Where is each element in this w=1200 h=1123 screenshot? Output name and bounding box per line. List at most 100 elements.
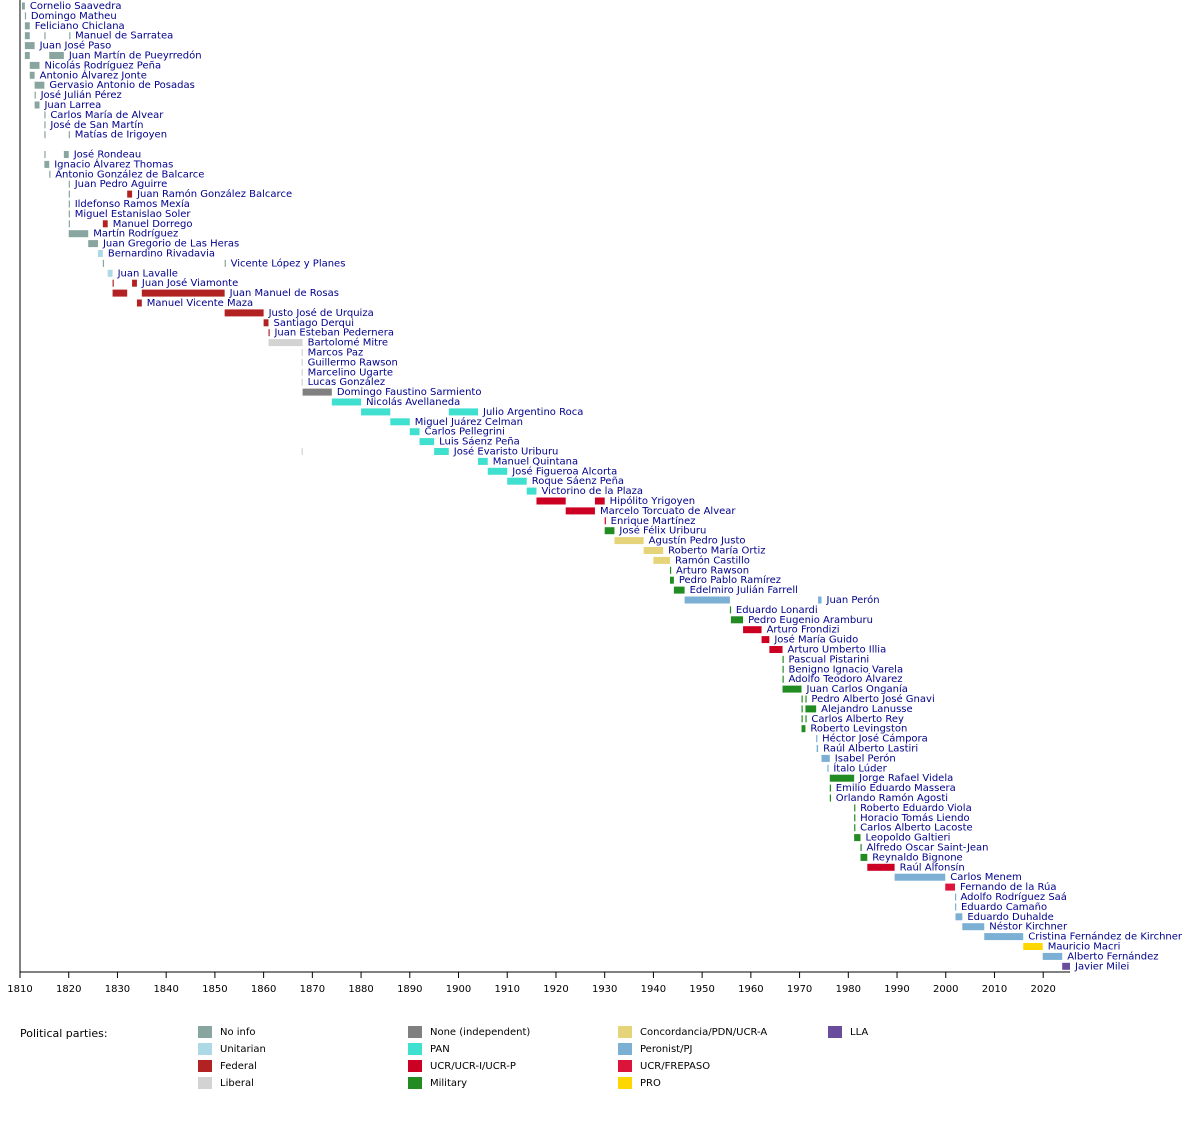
term-bar — [448, 408, 479, 416]
term-bar — [44, 160, 50, 168]
term-bar — [301, 349, 303, 356]
term-bar — [818, 596, 822, 604]
head-of-state-label: Benigno Ignacio Varela — [789, 664, 904, 675]
head-of-state-label: José Rondeau — [73, 149, 142, 161]
term-bar — [782, 655, 784, 663]
head-of-state-label: Jorge Rafael Videla — [858, 773, 953, 784]
term-bar — [854, 814, 856, 822]
head-of-state-label: Alejandro Lanusse — [821, 704, 913, 715]
term-bar — [829, 794, 831, 802]
head-of-state-label: Roberto Eduardo Viola — [860, 803, 972, 814]
term-bar — [24, 12, 27, 20]
term-bar — [224, 309, 264, 317]
head-of-state-label: Cristina Fernández de Kirchner — [1028, 931, 1183, 943]
term-bar — [487, 467, 508, 475]
head-of-state-label: Raúl Alberto Lastiri — [823, 743, 918, 755]
head-of-state-label: Juan Gregorio de Las Heras — [102, 239, 239, 250]
term-bar — [107, 269, 113, 277]
legend-swatch — [828, 1026, 842, 1038]
x-tick-label: 1830 — [105, 984, 130, 995]
head-of-state-label: Antonio Álvarez Jonte — [40, 68, 147, 81]
legend-swatch — [618, 1077, 632, 1089]
legend-label: UCR/UCR-I/UCR-P — [430, 1061, 516, 1072]
head-of-state-label: Carlos María de Alvear — [50, 109, 164, 121]
head-of-state-label: José María Guido — [773, 634, 858, 646]
head-of-state-label: Adolfo Rodríguez Saá — [960, 891, 1066, 903]
head-of-state-label: Juan Pedro Aguirre — [74, 179, 168, 190]
head-of-state-label: Ítalo Lúder — [833, 761, 887, 774]
head-of-state-label: Roberto María Ortiz — [668, 545, 765, 557]
head-of-state-label: Héctor José Cámpora — [822, 733, 928, 745]
legend-label: Liberal — [220, 1078, 254, 1089]
term-bar — [34, 81, 45, 89]
term-bar — [867, 863, 895, 871]
head-of-state-label: Roque Sáenz Peña — [532, 475, 624, 487]
head-of-state-label: Eduardo Lonardi — [736, 605, 818, 616]
x-tick-label: 1950 — [689, 984, 714, 995]
term-bar — [782, 685, 802, 693]
term-bar — [29, 71, 35, 79]
head-of-state-label: Manuel Dorrego — [113, 219, 193, 230]
head-of-state-label: Eduardo Duhalde — [967, 912, 1054, 923]
head-of-state-label: Carlos Alberto Lacoste — [860, 823, 973, 834]
legend-label: No info — [220, 1027, 256, 1038]
legend-swatch — [198, 1060, 212, 1072]
term-bar — [44, 121, 46, 129]
term-bar — [984, 933, 1024, 941]
head-of-state-label: Eduardo Camaño — [961, 902, 1047, 913]
head-of-state-label: José Félix Uriburu — [618, 525, 706, 537]
x-tick-label: 1820 — [56, 984, 81, 995]
head-of-state-label: Luis Sáenz Peña — [439, 436, 520, 448]
head-of-state-label: Juan Perón — [826, 594, 880, 606]
head-of-state-label: Julio Argentino Roca — [482, 407, 583, 418]
term-bar — [49, 52, 64, 59]
x-tick-label: 1960 — [738, 984, 763, 995]
head-of-state-label: José Evaristo Uriburu — [453, 446, 559, 458]
head-of-state-label: Marcos Paz — [308, 348, 364, 359]
term-bar — [1023, 943, 1043, 950]
term-bar — [44, 151, 46, 158]
term-bar — [860, 844, 862, 851]
head-of-state-label: Juan Manuel de Rosas — [229, 288, 339, 299]
term-bar — [68, 190, 70, 198]
x-tick-label: 1990 — [884, 984, 909, 995]
term-bar — [68, 131, 70, 139]
term-bar — [97, 250, 103, 257]
head-of-state-label: Ignacio Álvarez Thomas — [54, 157, 173, 170]
term-bar — [49, 170, 51, 178]
term-bar — [68, 180, 70, 188]
term-bar — [565, 507, 595, 515]
x-tick-label: 1890 — [397, 984, 422, 995]
head-of-state-label: José de San Martín — [49, 119, 143, 131]
x-tick-label: 1910 — [495, 984, 520, 995]
term-bar — [24, 52, 30, 59]
term-bar — [1062, 962, 1070, 970]
term-bar — [390, 418, 410, 426]
head-of-state-label: Raúl Alfonsín — [900, 861, 965, 873]
term-bar — [29, 61, 40, 69]
legend-label: PRO — [640, 1078, 661, 1089]
legend-label: Military — [430, 1078, 467, 1089]
term-bar — [1042, 952, 1063, 960]
head-of-state-label: Juan José Paso — [39, 40, 112, 52]
term-bar — [24, 32, 30, 40]
head-of-state-label: Hipólito Yrigoyen — [610, 495, 695, 507]
head-of-state-label: Matías de Irigoyen — [75, 129, 167, 141]
legend-swatch — [618, 1026, 632, 1038]
term-bar — [136, 299, 142, 307]
term-bar — [69, 32, 71, 40]
term-bar — [594, 497, 605, 505]
term-bar — [643, 547, 664, 554]
term-bar — [827, 764, 829, 772]
term-bar — [782, 665, 784, 673]
head-of-state-label: Horacio Tomás Liendo — [860, 812, 970, 824]
head-of-state-label: Pedro Pablo Ramírez — [679, 574, 781, 586]
legend-swatch — [618, 1060, 632, 1072]
head-of-state-label: Fernando de la Rúa — [960, 881, 1056, 893]
term-bar — [801, 695, 803, 703]
head-of-state-label: Pascual Pistarini — [789, 654, 870, 665]
head-of-state-label: Manuel Vicente Maza — [147, 298, 253, 309]
term-bar — [653, 556, 670, 564]
head-of-state-label: Emilio Eduardo Massera — [836, 783, 956, 794]
term-bar — [962, 923, 985, 931]
